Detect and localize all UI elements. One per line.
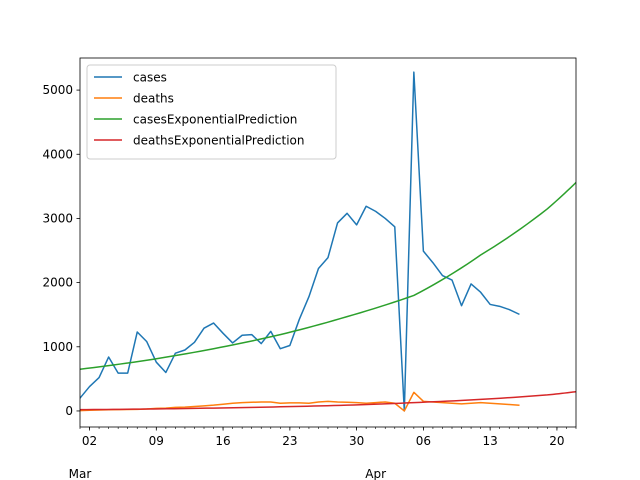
legend-label: deaths [133,92,174,106]
legend-label: deathsExponentialPrediction [133,134,305,148]
x-month-label: Mar [69,467,92,480]
y-tick-label: 4000 [42,147,73,161]
x-tick-label: 02 [82,434,97,448]
series-line-casesExponentialPrediction [80,181,576,370]
x-tick-label: 20 [549,434,564,448]
legend-label: cases [133,71,167,85]
y-tick-label: 3000 [42,211,73,225]
series-line-deaths [80,391,520,412]
y-tick-label: 5000 [42,83,73,97]
x-tick-label: 13 [483,434,498,448]
x-month-label: Apr [365,467,386,480]
x-tick-label: 06 [416,434,431,448]
plot-area [80,71,576,412]
y-tick-label: 0 [65,404,73,418]
y-axis: 0 1000 2000 3000 4000 5000 [42,83,80,418]
legend-label: casesExponentialPrediction [133,113,297,127]
legend: cases deaths casesExponentialPrediction dea… [86,64,337,160]
y-tick-label: 1000 [42,340,73,354]
x-axis: 02 09 16 23 30 06 13 20 Mar Apr [69,427,577,480]
legend-box [86,64,337,160]
x-tick-label: 30 [349,434,364,448]
x-tick-label: 09 [149,434,164,448]
x-tick-label: 16 [215,434,230,448]
series-line-deathsExponentialPrediction [80,390,576,411]
x-tick-label: 23 [282,434,297,448]
y-tick-label: 2000 [42,276,73,290]
